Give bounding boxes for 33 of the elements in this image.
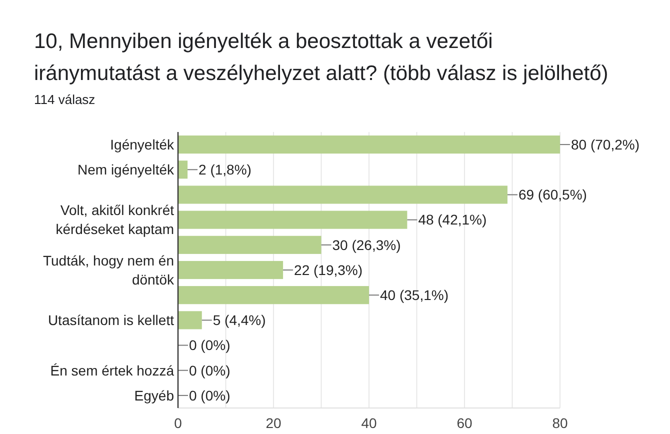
- bar: [178, 160, 188, 179]
- bar: [178, 260, 284, 280]
- bar: [178, 236, 322, 254]
- y-tick-label: Én sem értek hozzá: [50, 362, 174, 378]
- bar: [178, 136, 560, 154]
- data-label: 2 (1,8%): [198, 162, 252, 178]
- data-label: 48 (42,1%): [418, 212, 487, 228]
- y-tick-label: Nem igényelték: [78, 162, 175, 178]
- y-tick-label: Tudták, hogy nem én döntök: [42, 252, 175, 288]
- x-tick-label: 0: [174, 415, 182, 431]
- data-label: 30 (26,3%): [332, 236, 401, 253]
- data-label: 69 (60,5%): [518, 186, 587, 203]
- x-tick-label: 40: [361, 415, 377, 431]
- data-label: 22 (19,3%): [294, 262, 363, 278]
- y-tick-label: Egyéb: [134, 387, 174, 404]
- bar: [178, 186, 508, 204]
- bar: [178, 286, 369, 304]
- data-label: 5 (4,4%): [212, 312, 266, 328]
- data-label: 40 (35,1%): [380, 286, 448, 303]
- text: 114 válasz: [34, 92, 96, 107]
- x-tick-label: 80: [552, 415, 568, 431]
- chart-title: 10, Mennyiben igényelték a beosztottak a vezetői iránymutatást a veszélyhelyzet alatt? (több válasz is jelölhető): [34, 30, 608, 85]
- bar: [178, 311, 202, 330]
- data-label: 80 (70,2%): [571, 136, 640, 152]
- y-tick-label: Utasítanom is kellett: [48, 312, 174, 328]
- y-tick-label: Volt, akitől konkrét kérdéseket kaptam: [56, 202, 174, 238]
- y-tick-label: Igényelték: [110, 136, 175, 152]
- data-label: 0 (0%): [189, 387, 230, 404]
- data-label: 0 (0%): [189, 362, 230, 378]
- x-tick-label: 60: [456, 415, 472, 431]
- data-label: 0 (0%): [189, 337, 230, 354]
- bar: [178, 210, 408, 229]
- x-tick-label: 20: [266, 415, 282, 431]
